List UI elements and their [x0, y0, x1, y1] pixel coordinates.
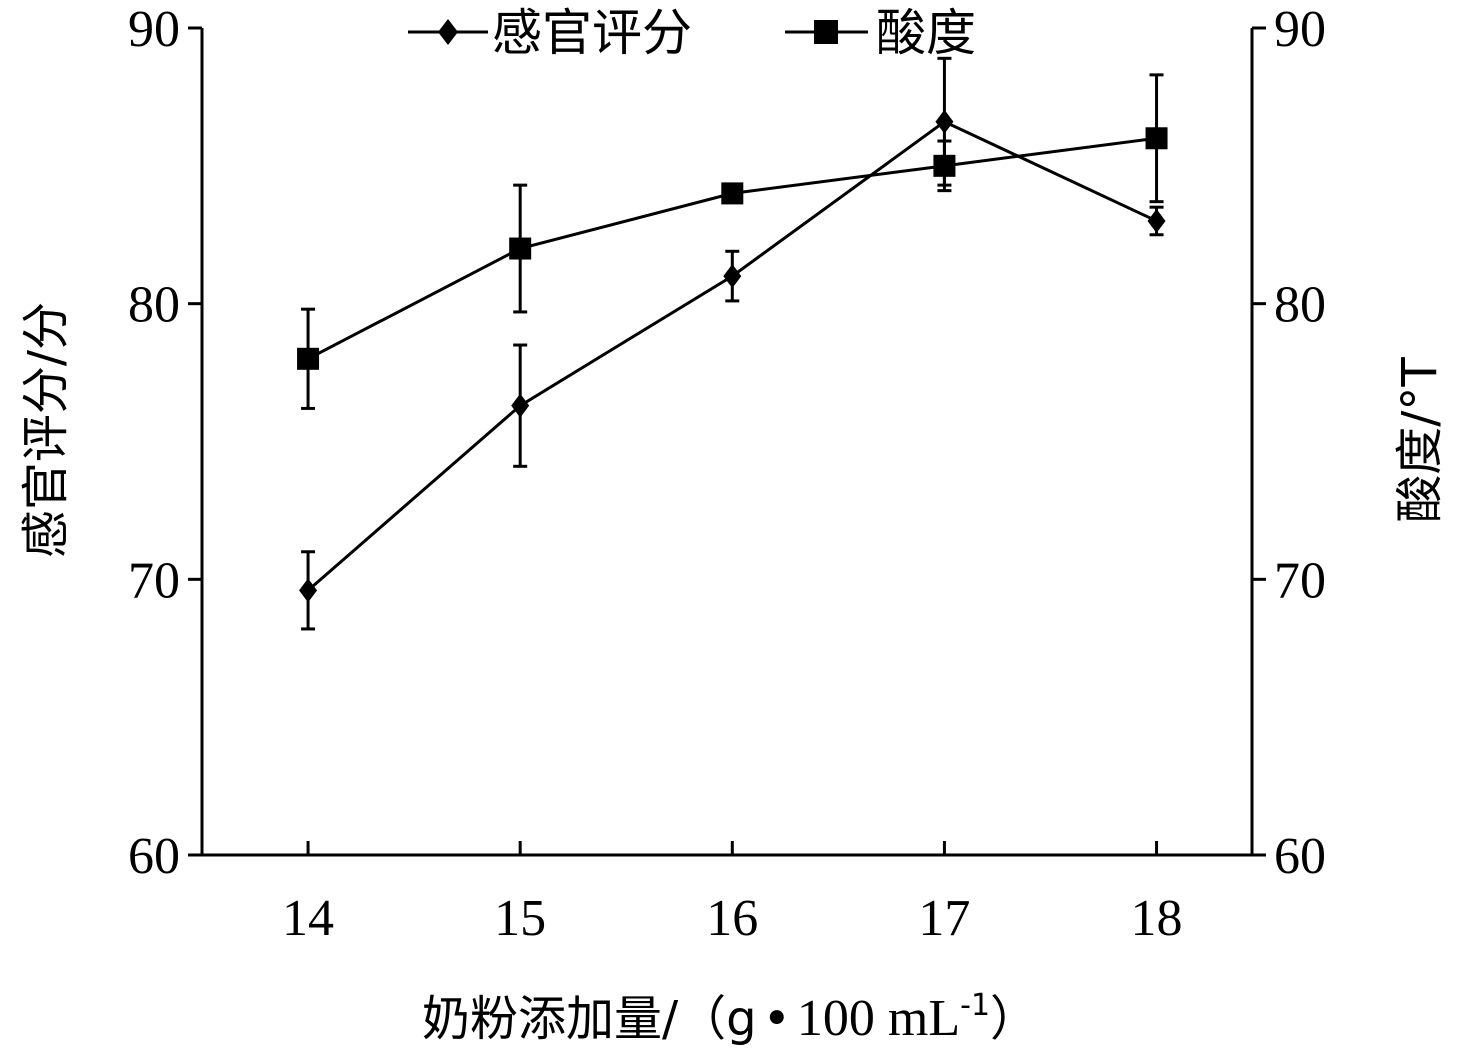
series-layer — [297, 56, 1168, 631]
y-right-tick-label: 90 — [1274, 1, 1326, 58]
data-point-diamond — [1147, 208, 1166, 233]
x-axis-title-main: 奶粉添加量/（g — [422, 991, 757, 1047]
data-point-diamond — [299, 578, 318, 603]
y-axis-right-title: 酸度/°T — [1392, 357, 1448, 523]
y-right-tick-label: 70 — [1274, 552, 1326, 609]
x-axis-title-sup: -1 — [960, 988, 990, 1023]
data-point-diamond — [723, 264, 742, 289]
y-left-tick-label: 80 — [128, 277, 180, 334]
legend-label-sensory: 感官评分 — [492, 4, 692, 62]
x-tick-label: 14 — [282, 890, 334, 947]
ticks: 60 60 70 70 80 80 90 90 14 15 16 17 18 — [128, 1, 1326, 947]
data-point-square — [297, 347, 320, 370]
legend-marker-acidity — [814, 20, 838, 44]
data-point-square — [509, 237, 532, 260]
series-line-1 — [307, 136, 1157, 361]
data-point-diamond — [935, 109, 954, 134]
legend-marker-sensory — [438, 19, 458, 45]
data-point-square — [1145, 127, 1168, 150]
legend: 感官评分 酸度 — [408, 4, 976, 62]
y-axis-left-title: 感官评分/分 — [18, 302, 74, 558]
x-axis-title-dot: • — [763, 991, 791, 1047]
x-tick-label: 16 — [706, 890, 758, 947]
y-right-tick-label: 60 — [1274, 828, 1326, 885]
x-tick-label: 17 — [918, 890, 970, 947]
legend-label-acidity: 酸度 — [876, 4, 976, 62]
x-axis-title: 奶粉添加量/（g • 100 mL-1） — [422, 988, 1038, 1047]
data-point-square — [721, 182, 744, 205]
x-axis-title-close: ） — [990, 991, 1038, 1047]
data-point-diamond — [511, 393, 530, 418]
y-right-tick-label: 80 — [1274, 277, 1326, 334]
axes — [200, 28, 1254, 857]
x-axis-title-unit: 100 mL — [797, 990, 960, 1047]
y-left-tick-label: 90 — [128, 1, 180, 58]
plot-frame — [200, 28, 1254, 857]
y-left-tick-label: 70 — [128, 552, 180, 609]
x-tick-label: 18 — [1131, 890, 1183, 947]
y-left-tick-label: 60 — [128, 828, 180, 885]
x-tick-label: 15 — [494, 890, 546, 947]
data-point-square — [933, 154, 956, 177]
